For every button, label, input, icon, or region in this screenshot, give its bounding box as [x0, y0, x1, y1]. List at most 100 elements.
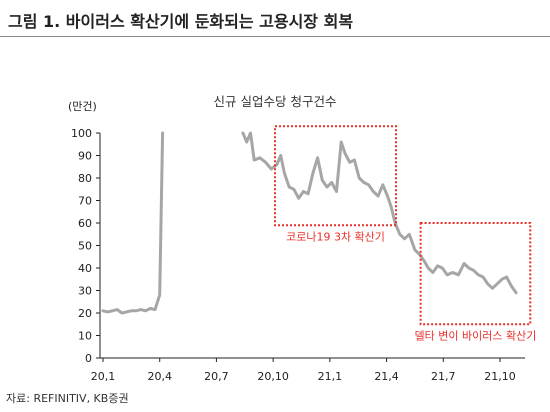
x-tick-label: 20,7 — [204, 370, 229, 383]
x-tick-label: 20,4 — [147, 370, 172, 383]
data-point — [140, 309, 142, 311]
x-tick-label: 21,10 — [484, 370, 516, 383]
data-point — [149, 307, 151, 310]
data-point — [463, 262, 465, 265]
data-point — [259, 157, 261, 159]
data-point — [441, 267, 443, 269]
data-point — [390, 206, 392, 208]
data-point — [363, 181, 365, 184]
data-point — [335, 190, 338, 193]
data-point — [472, 269, 475, 271]
data-point — [423, 260, 425, 262]
data-point — [111, 310, 114, 312]
data-point — [432, 271, 434, 274]
y-tick-label: 60 — [78, 217, 92, 230]
data-point — [408, 233, 410, 235]
x-tick-label: 20,10 — [257, 370, 289, 383]
data-point — [107, 311, 109, 313]
y-tick-label: 40 — [78, 262, 92, 275]
data-point — [482, 276, 484, 278]
data-point — [403, 238, 406, 240]
y-axis-unit: (만건) — [68, 100, 97, 113]
data-point — [344, 152, 346, 154]
data-point — [515, 292, 517, 294]
y-tick-label: 30 — [78, 285, 92, 298]
data-point — [126, 311, 128, 313]
data-point — [386, 195, 389, 197]
data-point — [487, 283, 489, 285]
data-point — [382, 184, 384, 186]
y-tick-label: 90 — [78, 150, 92, 163]
data-point — [253, 159, 255, 161]
data-point — [372, 190, 374, 193]
data-point — [144, 310, 147, 312]
x-tick-label: 20,1 — [91, 370, 116, 383]
x-tick-label: 21,4 — [374, 370, 399, 383]
data-point — [501, 278, 503, 280]
data-point — [349, 161, 351, 163]
data-point — [316, 157, 319, 159]
data-point — [298, 197, 300, 199]
data-point — [130, 310, 132, 312]
y-tick-label: 100 — [71, 127, 92, 140]
highlight-box — [274, 125, 398, 227]
data-point — [457, 274, 460, 276]
y-tick-label: 50 — [78, 240, 92, 253]
data-point — [302, 190, 304, 193]
highlight-box — [419, 222, 532, 326]
highlight-label: 코로나19 3차 확산기 — [286, 230, 385, 243]
data-point — [264, 161, 267, 163]
data-point — [312, 172, 314, 175]
data-point — [399, 233, 401, 235]
data-point — [446, 274, 448, 276]
y-tick-label: 10 — [78, 330, 92, 343]
data-point — [510, 285, 512, 287]
data-point — [102, 310, 104, 312]
data-point — [358, 177, 360, 179]
data-point — [121, 312, 123, 314]
y-tick-label: 20 — [78, 307, 92, 320]
data-point — [477, 274, 479, 276]
data-point — [340, 141, 342, 143]
series-line — [241, 131, 518, 295]
data-point — [414, 249, 416, 251]
data-point — [496, 283, 498, 285]
data-point — [326, 186, 328, 188]
highlight-label: 델타 변이 바이러스 확산기 — [415, 329, 537, 342]
x-tick-label: 21,1 — [318, 370, 343, 383]
y-tick-label: 0 — [85, 352, 92, 365]
title-divider — [0, 36, 550, 37]
data-point — [377, 195, 379, 197]
chart-title: 신규 실업수당 청구건수 — [214, 94, 337, 109]
data-point — [437, 265, 439, 267]
data-point — [154, 309, 156, 311]
data-point — [452, 271, 454, 274]
data-point — [116, 309, 118, 311]
data-point — [276, 163, 278, 166]
data-point — [135, 310, 137, 312]
y-tick-label: 70 — [78, 195, 92, 208]
data-point — [506, 276, 508, 278]
data-point — [280, 154, 282, 157]
data-point — [353, 159, 356, 161]
source-note: 자료: REFINITIV, KB증권 — [6, 392, 129, 405]
data-point — [249, 132, 252, 134]
data-point — [283, 172, 286, 175]
x-tick-label: 21,7 — [431, 370, 456, 383]
data-point — [321, 179, 323, 181]
data-point — [159, 294, 161, 296]
data-point — [368, 184, 370, 186]
data-point — [427, 267, 429, 269]
data-point — [307, 193, 309, 195]
figure-title: 그림 1. 바이러스 확산기에 둔화되는 고용시장 회복 — [8, 12, 354, 31]
data-point — [331, 181, 333, 184]
data-point — [468, 267, 470, 269]
series-line — [101, 131, 165, 315]
data-point — [161, 132, 164, 134]
data-point — [242, 132, 244, 134]
y-tick-label: 80 — [78, 172, 92, 185]
data-point — [288, 186, 290, 188]
data-point — [293, 188, 295, 190]
data-point — [270, 168, 272, 170]
